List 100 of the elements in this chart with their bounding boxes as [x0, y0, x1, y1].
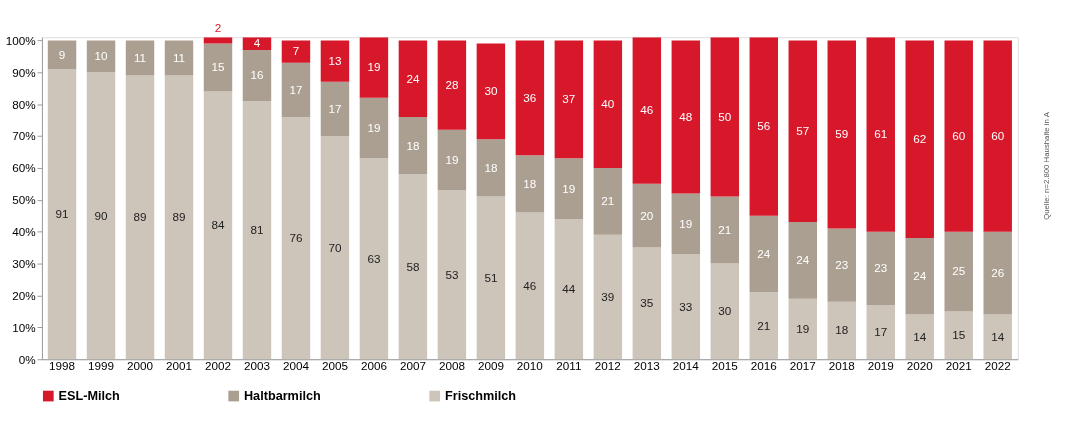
bar — [281, 116, 311, 360]
bar — [710, 263, 740, 360]
data-label: 13 — [328, 54, 342, 68]
data-label: 4 — [253, 36, 261, 50]
bar — [437, 190, 467, 360]
data-label: 17 — [289, 82, 303, 96]
bar — [944, 40, 973, 232]
bar — [593, 167, 623, 235]
data-label: 15 — [952, 328, 966, 342]
bar — [398, 174, 428, 360]
bar — [398, 116, 428, 175]
data-label: 57 — [796, 124, 810, 138]
data-label: 36 — [523, 90, 537, 104]
bar — [671, 193, 701, 254]
data-label: 91 — [55, 207, 69, 221]
data-label: 62 — [913, 132, 927, 146]
data-label: 40 — [601, 97, 615, 111]
x-tick-label: 2011 — [556, 359, 582, 373]
bar — [320, 81, 350, 137]
bar — [827, 40, 856, 229]
bar — [749, 292, 779, 360]
data-label: 81 — [250, 222, 264, 236]
data-label: 10 — [94, 49, 109, 63]
x-tick-label: 2004 — [282, 359, 310, 373]
bar — [905, 314, 934, 360]
y-tick-label: 40% — [12, 225, 36, 239]
x-tick-label: 2013 — [633, 359, 660, 373]
bar — [632, 37, 662, 184]
bar — [476, 139, 506, 197]
bar — [281, 40, 311, 63]
data-label: 51 — [484, 270, 498, 284]
data-label: 56 — [757, 119, 771, 133]
bar — [788, 298, 818, 360]
bar — [47, 40, 77, 70]
data-label: 7 — [292, 44, 300, 58]
data-label: 23 — [835, 258, 849, 272]
data-label: 35 — [640, 296, 654, 310]
x-tick-label: 2000 — [127, 359, 154, 373]
y-tick-label: 10% — [12, 320, 36, 334]
bar — [125, 40, 155, 76]
x-tick-label: 2003 — [243, 359, 270, 373]
bar — [281, 62, 311, 117]
x-tick-label: 2010 — [516, 359, 544, 373]
data-label: 59 — [835, 127, 849, 141]
x-tick-label: 1998 — [49, 359, 76, 373]
data-label: 46 — [640, 103, 654, 117]
bar — [632, 183, 662, 248]
bar — [47, 69, 77, 360]
data-label: 19 — [679, 216, 693, 230]
bar — [437, 40, 467, 130]
bar — [788, 40, 818, 223]
bar — [125, 75, 155, 360]
bar — [515, 40, 545, 156]
bar — [710, 37, 740, 197]
data-label: 21 — [601, 194, 615, 208]
data-label: 37 — [562, 92, 576, 106]
bar — [554, 218, 584, 360]
data-label: 23 — [874, 261, 888, 275]
bar — [710, 196, 740, 264]
bar — [593, 40, 623, 168]
data-label: 84 — [211, 218, 225, 232]
x-tick-label: 2009 — [477, 359, 504, 373]
data-label: 76 — [289, 230, 303, 244]
bar — [905, 238, 934, 315]
data-label: 48 — [679, 109, 693, 123]
bar — [242, 49, 272, 101]
bar — [944, 311, 973, 360]
data-label: 14 — [913, 329, 927, 343]
bar — [203, 43, 233, 92]
bar — [203, 91, 233, 360]
data-label: 28 — [445, 77, 459, 91]
data-label: 44 — [562, 281, 576, 295]
bar — [554, 158, 584, 219]
data-label: 24 — [757, 246, 771, 260]
data-label: 11 — [133, 50, 147, 64]
data-label: 15 — [211, 60, 225, 74]
x-tick-label: 2017 — [789, 359, 816, 373]
data-label: 53 — [445, 267, 459, 281]
bar — [671, 40, 701, 194]
bar — [320, 40, 350, 82]
data-label: 60 — [952, 128, 966, 142]
bar — [788, 222, 818, 299]
data-label: 17 — [328, 101, 342, 115]
y-tick-label: 30% — [12, 256, 36, 270]
data-label: 14 — [991, 329, 1005, 343]
data-label: 39 — [601, 289, 615, 303]
y-tick-label: 100% — [5, 33, 36, 47]
bar — [86, 72, 116, 360]
data-label: 61 — [874, 127, 888, 141]
data-label: 17 — [874, 325, 888, 339]
x-tick-label: 2018 — [828, 359, 855, 373]
bar — [944, 231, 973, 312]
x-tick-label: 2021 — [945, 359, 972, 373]
x-tick-label: 2022 — [984, 359, 1011, 373]
bar — [749, 215, 779, 293]
bar — [593, 234, 623, 360]
data-label: 50 — [718, 109, 732, 123]
data-label: 63 — [367, 251, 381, 265]
data-label: 25 — [952, 264, 966, 278]
bar — [866, 231, 895, 306]
